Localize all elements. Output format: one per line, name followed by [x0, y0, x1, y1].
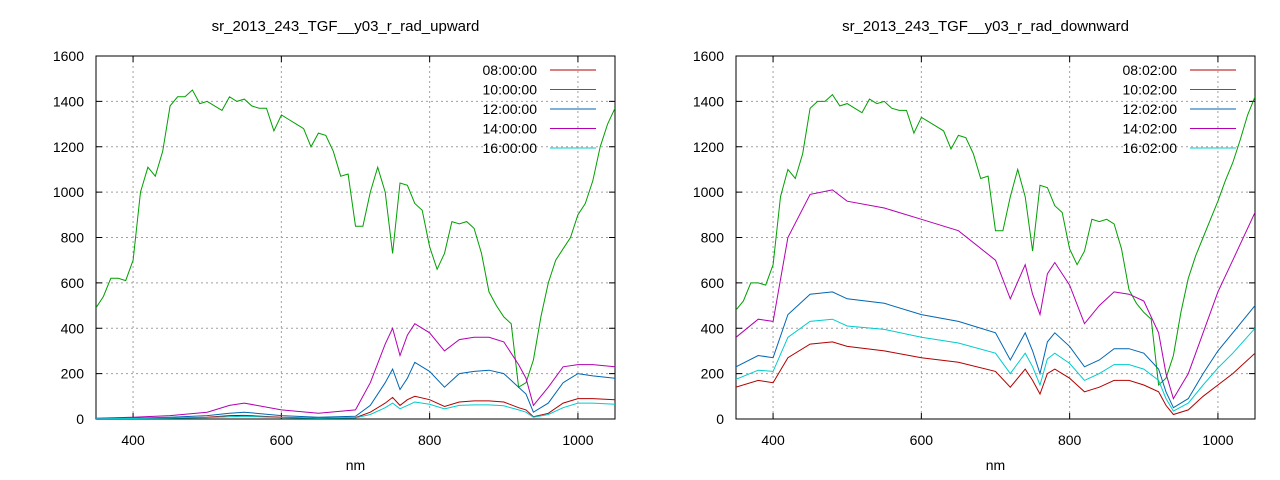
legend-label: 08:02:00 — [1123, 62, 1178, 78]
legend-label: 12:02:00 — [1123, 101, 1178, 117]
series-line-08:02:00 — [736, 341, 1255, 416]
legend-label: 12:00:00 — [483, 101, 538, 117]
series-line-10:02:00 — [736, 93, 1255, 387]
chart-downward: sr_2013_243_TGF__y03_r_rad_downward 0 200 4… — [693, 18, 1256, 473]
y-tick-label: 800 — [701, 230, 725, 246]
series-line-16:00:00 — [96, 401, 615, 419]
series-line-10:00:00 — [96, 89, 615, 389]
y-tick-label: 1000 — [53, 184, 84, 200]
y-tick-label: 1600 — [693, 48, 724, 64]
series-line-12:02:00 — [736, 291, 1255, 409]
x-tick-label: 800 — [1058, 432, 1082, 448]
y-tick-label: 0 — [76, 411, 84, 427]
x-axis-label: nm — [986, 457, 1005, 473]
series-line-12:00:00 — [96, 361, 615, 419]
series-line-14:00:00 — [96, 323, 615, 419]
x-tick-label: 1000 — [1202, 432, 1233, 448]
series-line-16:02:00 — [736, 318, 1255, 412]
x-axis-label: nm — [346, 457, 365, 473]
y-tick-label: 1200 — [53, 139, 84, 155]
y-tick-label: 1200 — [693, 139, 724, 155]
x-tick-label: 800 — [418, 432, 442, 448]
y-tick-label: 600 — [61, 275, 85, 291]
chart-title: sr_2013_243_TGF__y03_r_rad_downward — [842, 18, 1129, 35]
legend-label: 10:00:00 — [483, 82, 538, 98]
series-line-08:00:00 — [96, 395, 615, 419]
x-tick-label: 400 — [761, 432, 785, 448]
legend-label: 16:02:00 — [1123, 140, 1178, 156]
y-tick-label: 800 — [61, 230, 85, 246]
x-tick-label: 600 — [270, 432, 294, 448]
chart-upward: sr_2013_243_TGF__y03_r_rad_upward 0 200 400… — [53, 18, 616, 473]
y-tick-label: 1000 — [693, 184, 724, 200]
chart-title: sr_2013_243_TGF__y03_r_rad_upward — [212, 18, 480, 35]
legend-label: 16:00:00 — [483, 140, 538, 156]
y-tick-label: 600 — [701, 275, 725, 291]
y-tick-label: 1400 — [693, 93, 724, 109]
legend-label: 10:02:00 — [1123, 82, 1178, 98]
y-tick-label: 400 — [701, 320, 725, 336]
y-tick-label: 1600 — [53, 48, 84, 64]
legend-label: 14:00:00 — [483, 121, 538, 137]
y-tick-label: 200 — [61, 366, 85, 382]
y-tick-label: 1400 — [53, 93, 84, 109]
x-tick-label: 400 — [121, 432, 145, 448]
y-tick-label: 400 — [61, 320, 85, 336]
x-tick-label: 600 — [910, 432, 934, 448]
legend-label: 14:02:00 — [1123, 121, 1178, 137]
y-tick-label: 0 — [716, 411, 724, 427]
series-line-14:02:00 — [736, 189, 1255, 400]
x-tick-label: 1000 — [562, 432, 593, 448]
y-tick-label: 200 — [701, 366, 725, 382]
legend-label: 08:00:00 — [483, 62, 538, 78]
